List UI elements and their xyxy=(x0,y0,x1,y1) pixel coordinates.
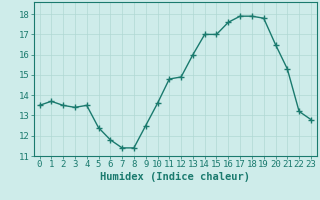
X-axis label: Humidex (Indice chaleur): Humidex (Indice chaleur) xyxy=(100,172,250,182)
